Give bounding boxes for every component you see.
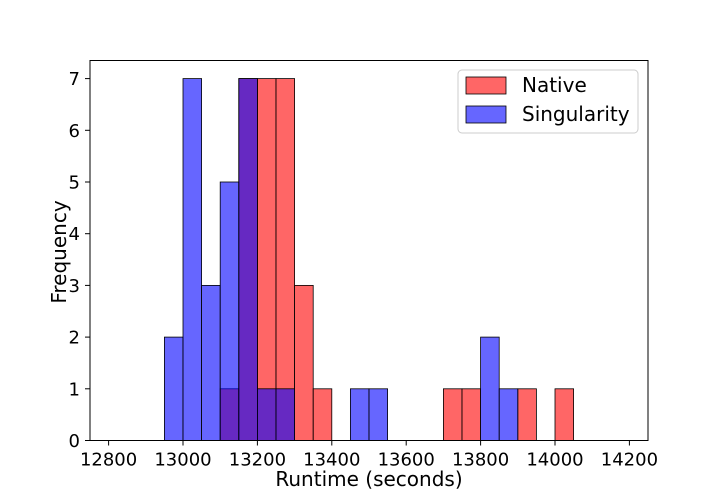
bar-singularity-7 bbox=[349, 388, 370, 441]
x-tick-label: 14200 bbox=[601, 450, 658, 471]
x-tick-label: 13000 bbox=[154, 450, 211, 471]
y-tick-label: 6 bbox=[69, 121, 80, 142]
x-tick-label: 14000 bbox=[526, 450, 583, 471]
bar-singularity-0 bbox=[163, 336, 184, 441]
y-tick-label: 5 bbox=[69, 172, 80, 193]
y-tick-label: 3 bbox=[69, 276, 80, 297]
bar-singularity-10 bbox=[498, 388, 519, 441]
bar-singularity-6 bbox=[275, 388, 296, 441]
bar-singularity-5 bbox=[256, 388, 277, 441]
y-tick-label: 2 bbox=[69, 328, 80, 349]
bar-native-6 bbox=[442, 388, 463, 441]
x-tick-label: 12800 bbox=[80, 450, 137, 471]
bar-singularity-2 bbox=[201, 284, 221, 441]
bar-native-5 bbox=[312, 388, 333, 441]
legend: Native Singularity bbox=[457, 69, 639, 134]
y-tick-label: 0 bbox=[69, 431, 80, 452]
y-tick-label: 4 bbox=[69, 224, 80, 245]
legend-swatch-singularity bbox=[465, 105, 507, 124]
bar-native-3 bbox=[275, 78, 296, 441]
bar-native-7 bbox=[461, 388, 482, 441]
bar-native-4 bbox=[294, 284, 314, 441]
x-axis: 12800 13000 13200 13400 13600 13800 14000 14200 bbox=[80, 440, 658, 471]
y-tick-label: 7 bbox=[69, 69, 80, 90]
x-tick-label: 13400 bbox=[303, 450, 360, 471]
bar-native-9 bbox=[554, 388, 575, 441]
bar-singularity-1 bbox=[182, 78, 203, 441]
bar-singularity-3 bbox=[219, 181, 240, 441]
bar-singularity-8 bbox=[368, 388, 389, 441]
y-axis-title: Frequency bbox=[47, 200, 71, 303]
plot-frame bbox=[89, 60, 649, 441]
x-tick-label: 13800 bbox=[452, 450, 509, 471]
x-tick-label: 13200 bbox=[229, 450, 286, 471]
bar-singularity-9 bbox=[480, 336, 500, 441]
legend-label-singularity: Singularity bbox=[522, 102, 630, 126]
bar-native-2 bbox=[256, 78, 277, 441]
x-axis-title: Runtime (seconds) bbox=[275, 467, 462, 491]
legend-swatch-native bbox=[465, 76, 507, 95]
legend-label-native: Native bbox=[522, 73, 587, 97]
bar-native-8 bbox=[517, 388, 537, 441]
y-axis: 0 1 2 3 4 5 6 7 bbox=[69, 69, 90, 452]
y-tick-label: 1 bbox=[69, 379, 80, 400]
x-tick-label: 13600 bbox=[378, 450, 435, 471]
bar-singularity-4 bbox=[238, 78, 258, 441]
